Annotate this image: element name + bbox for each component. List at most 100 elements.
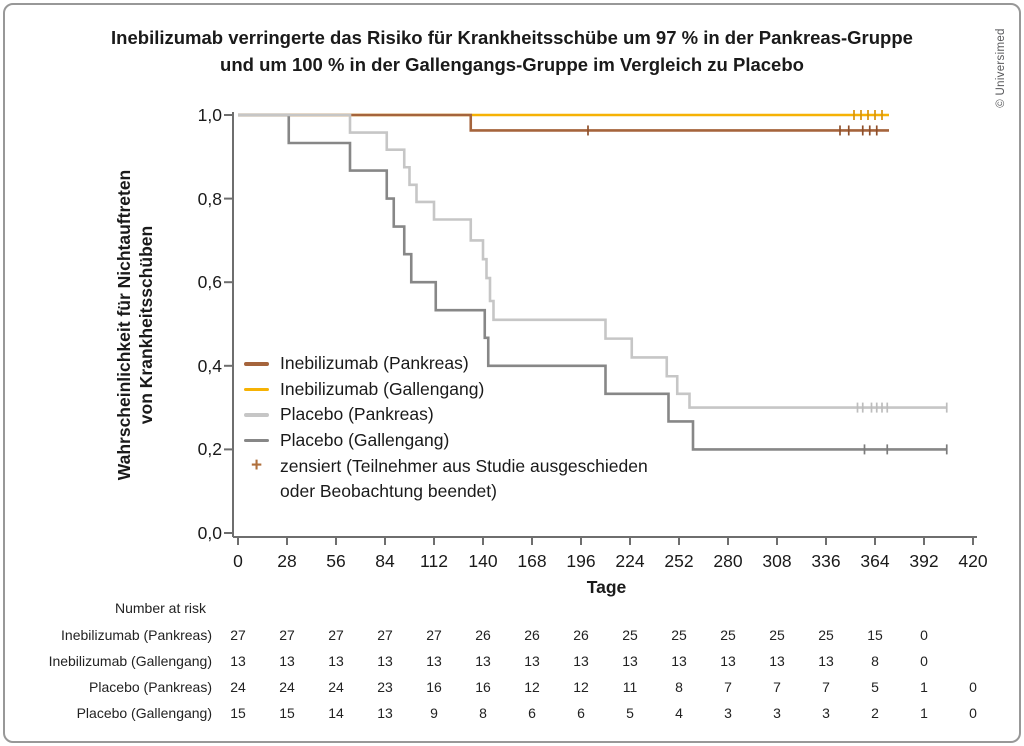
legend-label: Inebilizumab (Pankreas) — [280, 353, 469, 374]
risk-count: 4 — [675, 705, 683, 721]
legend-line-swatch — [244, 387, 269, 392]
risk-count: 0 — [969, 679, 977, 695]
x-tick-label-168: 168 — [517, 551, 547, 571]
risk-row-label-placebo-gallengang: Placebo (Gallengang) — [76, 705, 212, 721]
risk-count: 15 — [279, 705, 295, 721]
risk-count: 24 — [328, 679, 344, 695]
legend-item-placebo-gallengang: Placebo (Gallengang) — [244, 428, 648, 454]
risk-count: 6 — [528, 705, 536, 721]
x-tick-label-84: 84 — [375, 551, 395, 571]
chart-title-line2: und um 100 % in der Gallengangs-Gruppe i… — [220, 54, 804, 75]
risk-count: 13 — [769, 653, 785, 669]
y-tick-label-1: 0,8 — [197, 188, 222, 209]
risk-count: 25 — [622, 627, 638, 643]
risk-count: 13 — [720, 653, 736, 669]
chart-title-line1: Inebilizumab verringerte das Risiko für … — [111, 27, 913, 48]
risk-count: 24 — [230, 679, 246, 695]
risk-count: 15 — [230, 705, 246, 721]
risk-count: 8 — [479, 705, 487, 721]
risk-count: 25 — [671, 627, 687, 643]
risk-count: 9 — [430, 705, 438, 721]
risk-count: 16 — [426, 679, 442, 695]
survival-curve-placebo-pankreas — [238, 113, 947, 409]
risk-count: 1 — [920, 705, 928, 721]
legend-label: Placebo (Pankreas) — [280, 404, 434, 425]
risk-count: 3 — [724, 705, 732, 721]
chart-title: Inebilizumab verringerte das Risiko für … — [40, 24, 984, 78]
risk-count: 13 — [328, 653, 344, 669]
x-tick-label-140: 140 — [468, 551, 498, 571]
x-tick-label-364: 364 — [860, 551, 890, 571]
risk-count: 7 — [822, 679, 830, 695]
risk-count: 14 — [328, 705, 344, 721]
legend-label: Inebilizumab (Gallengang) — [280, 378, 485, 399]
risk-count: 13 — [622, 653, 638, 669]
risk-count: 2 — [871, 705, 879, 721]
x-tick-label-308: 308 — [762, 551, 792, 571]
risk-count: 13 — [230, 653, 246, 669]
legend-label: zensiert (Teilnehmer aus Studie ausgesch… — [280, 455, 648, 476]
risk-count: 26 — [573, 627, 589, 643]
risk-count: 13 — [818, 653, 834, 669]
legend-label: Placebo (Gallengang) — [280, 430, 450, 451]
y-tick-label-4: 0,2 — [197, 439, 222, 460]
x-tick-label-336: 336 — [811, 551, 841, 571]
risk-count: 12 — [524, 679, 540, 695]
risk-count: 13 — [279, 653, 295, 669]
risk-count: 25 — [720, 627, 736, 643]
risk-count: 26 — [475, 627, 491, 643]
risk-count: 3 — [773, 705, 781, 721]
y-tick-label-5: 0,0 — [197, 523, 222, 543]
risk-table-header: Number at risk — [114, 600, 206, 616]
risk-count: 27 — [377, 627, 393, 643]
legend-item-inebilizumab-pankreas: Inebilizumab (Pankreas) — [244, 351, 648, 377]
risk-count: 13 — [524, 653, 540, 669]
risk-count: 13 — [671, 653, 687, 669]
risk-count: 25 — [769, 627, 785, 643]
survival-curve-inebilizumab-pankreas — [238, 113, 889, 132]
x-tick-label-0: 0 — [233, 551, 243, 571]
legend-line-swatch — [244, 438, 269, 443]
x-tick-label-224: 224 — [615, 551, 645, 571]
legend: Inebilizumab (Pankreas) Inebilizumab (Gal… — [244, 351, 648, 505]
risk-count: 0 — [969, 705, 977, 721]
y-tick-label-2: 0,6 — [197, 272, 222, 293]
y-tick-label-0: 1,0 — [197, 105, 222, 125]
legend-line-swatch — [244, 362, 269, 366]
legend-label-continued: oder Beobachtung beendet) — [280, 481, 497, 502]
risk-count: 25 — [818, 627, 834, 643]
x-tick-label-280: 280 — [713, 551, 743, 571]
risk-count: 27 — [426, 627, 442, 643]
risk-count: 15 — [867, 627, 883, 643]
risk-count: 7 — [773, 679, 781, 695]
risk-count: 8 — [871, 653, 879, 669]
risk-count: 7 — [724, 679, 732, 695]
y-tick-label-3: 0,4 — [197, 355, 222, 376]
x-tick-label-28: 28 — [277, 551, 297, 571]
risk-count: 16 — [475, 679, 491, 695]
legend-item-inebilizumab-gallengang: Inebilizumab (Gallengang) — [244, 377, 648, 403]
risk-count: 12 — [573, 679, 589, 695]
survival-curve-placebo-gallengang — [238, 113, 947, 451]
risk-count: 11 — [622, 679, 638, 695]
risk-count: 1 — [920, 679, 928, 695]
risk-count: 26 — [524, 627, 540, 643]
risk-count: 5 — [871, 679, 879, 695]
x-tick-label-112: 112 — [420, 551, 448, 571]
legend-line-swatch — [244, 413, 269, 417]
legend-item-zensiert-teilnehmer-aus-studie-ausgeschieden: + zensiert (Teilnehmer aus Studie ausgesc… — [244, 453, 648, 479]
x-axis-title: Tage — [586, 577, 627, 597]
x-tick-label-252: 252 — [664, 551, 694, 571]
x-tick-label-56: 56 — [326, 551, 346, 571]
risk-count: 0 — [920, 653, 928, 669]
risk-count: 13 — [573, 653, 589, 669]
risk-count: 0 — [920, 627, 928, 643]
x-tick-label-196: 196 — [566, 551, 596, 571]
risk-count: 6 — [577, 705, 585, 721]
risk-row-label-inebilizumab-pankreas: Inebilizumab (Pankreas) — [61, 627, 212, 643]
risk-count: 13 — [426, 653, 442, 669]
x-tick-label-420: 420 — [958, 551, 988, 571]
risk-count: 27 — [279, 627, 295, 643]
risk-count: 24 — [279, 679, 295, 695]
